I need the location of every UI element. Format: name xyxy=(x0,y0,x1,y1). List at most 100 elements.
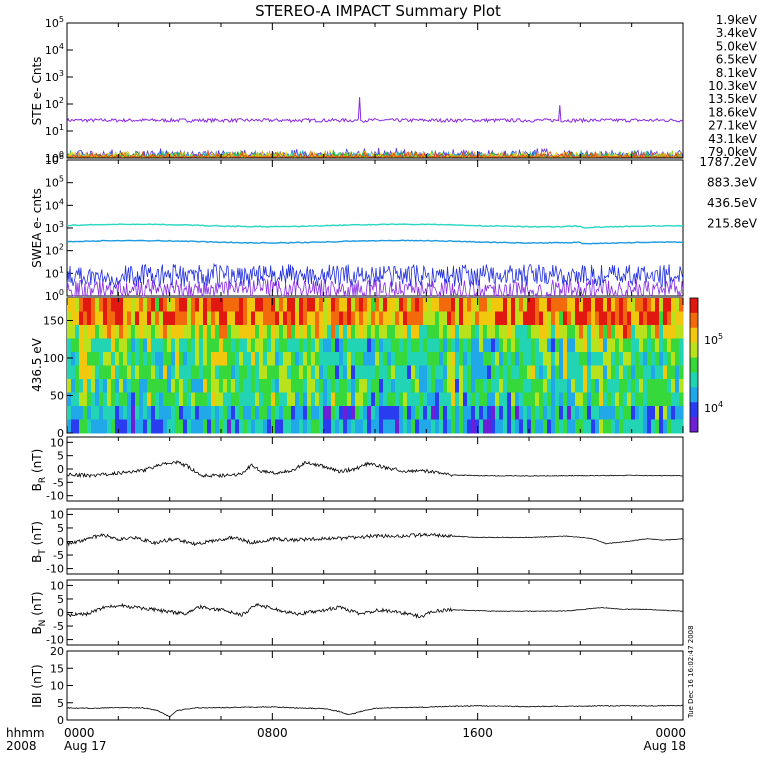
pad-cell xyxy=(71,392,76,407)
pad-cell xyxy=(403,379,408,393)
pad-cell xyxy=(399,379,404,393)
pad-cell xyxy=(451,365,456,380)
pad-cell xyxy=(315,352,320,366)
pad-cell xyxy=(591,379,596,393)
pad-cell xyxy=(319,325,324,339)
pad-cell xyxy=(607,338,612,353)
pad-cell xyxy=(463,338,468,353)
pad-cell xyxy=(339,392,344,407)
pad-cell xyxy=(131,311,136,326)
pad-cell xyxy=(279,419,284,434)
pad-cell xyxy=(307,379,312,393)
pad-cell xyxy=(255,392,260,407)
pad-cell xyxy=(371,325,376,339)
pad-cell xyxy=(595,392,600,407)
pad-cell xyxy=(239,352,244,366)
pad-cell xyxy=(587,379,592,393)
pad-cell xyxy=(575,392,580,407)
pad-cell xyxy=(215,419,220,434)
pad-cell xyxy=(415,419,420,434)
pad-cell xyxy=(127,298,132,312)
pad-cell xyxy=(539,325,544,339)
colorbar-segment xyxy=(690,417,698,433)
pad-cell xyxy=(447,338,452,353)
pad-cell xyxy=(515,352,520,366)
pad-cell xyxy=(459,325,464,339)
pad-cell xyxy=(187,338,192,353)
pad-cell xyxy=(143,379,148,393)
pad-cell xyxy=(307,298,312,312)
pad-cell xyxy=(235,379,240,393)
pad-cell xyxy=(263,365,268,380)
pad-cell xyxy=(203,311,208,326)
pad-cell xyxy=(667,406,672,420)
pad-cell xyxy=(67,311,72,326)
pad-cell xyxy=(367,338,372,353)
pad-cell xyxy=(283,325,288,339)
pad-cell xyxy=(231,311,236,326)
pad-cell xyxy=(339,311,344,326)
pad-cell xyxy=(287,311,292,326)
pad-cell xyxy=(531,419,536,434)
generation-timestamp: Tue Dec 16 16:02:47 2008 xyxy=(687,625,695,719)
pad-cell xyxy=(235,392,240,407)
pad-cell xyxy=(503,419,508,434)
pad-ytick-label: 50 xyxy=(50,390,64,403)
pad-cell xyxy=(235,325,240,339)
pad-cell xyxy=(443,311,448,326)
pad-cell xyxy=(199,406,204,420)
ste-panel xyxy=(66,22,684,159)
pad-cell xyxy=(479,379,484,393)
pad-cell xyxy=(631,352,636,366)
pad-ytick-label: 0 xyxy=(57,427,64,440)
pad-cell xyxy=(655,392,660,407)
pad-cell xyxy=(663,365,668,380)
bmag-ytick-label: 10 xyxy=(50,680,64,693)
pad-cell xyxy=(483,392,488,407)
pad-cell xyxy=(299,379,304,393)
pad-cell xyxy=(355,392,360,407)
pad-cell xyxy=(75,379,80,393)
pad-cell xyxy=(235,311,240,326)
pad-cell xyxy=(347,352,352,366)
pad-cell xyxy=(119,298,124,312)
pad-cell xyxy=(407,298,412,312)
pad-cell xyxy=(131,365,136,380)
pad-cell xyxy=(667,325,672,339)
pad-cell xyxy=(427,338,432,353)
pad-cell xyxy=(431,311,436,326)
pad-cell xyxy=(403,298,408,312)
pad-cell xyxy=(287,392,292,407)
pad-cell xyxy=(295,338,300,353)
pad-cell xyxy=(427,298,432,312)
pad-cell xyxy=(447,419,452,434)
pad-cell xyxy=(471,419,476,434)
pad-cell xyxy=(275,379,280,393)
pad-cell xyxy=(443,298,448,312)
pad-cell xyxy=(167,338,172,353)
pad-cell xyxy=(179,298,184,312)
pad-cell xyxy=(383,419,388,434)
pad-cell xyxy=(67,392,72,407)
swea-series-line xyxy=(66,277,684,298)
pad-cell xyxy=(251,338,256,353)
pad-cell xyxy=(371,419,376,434)
pad-cell xyxy=(471,365,476,380)
pad-cell xyxy=(439,311,444,326)
pad-cell xyxy=(679,298,684,312)
pad-ylabel: 436.5 eV xyxy=(30,337,44,392)
pad-cell xyxy=(427,352,432,366)
pad-cell xyxy=(383,379,388,393)
pad-cell xyxy=(211,311,216,326)
pad-cell xyxy=(315,379,320,393)
pad-cell xyxy=(139,419,144,434)
pad-cell xyxy=(167,419,172,434)
pad-cell xyxy=(191,298,196,312)
pad-cell xyxy=(671,392,676,407)
pad-cell xyxy=(503,379,508,393)
pad-cell xyxy=(455,338,460,353)
pad-cell xyxy=(327,352,332,366)
pad-cell xyxy=(643,325,648,339)
pad-cell xyxy=(495,338,500,353)
pad-cell xyxy=(159,352,164,366)
